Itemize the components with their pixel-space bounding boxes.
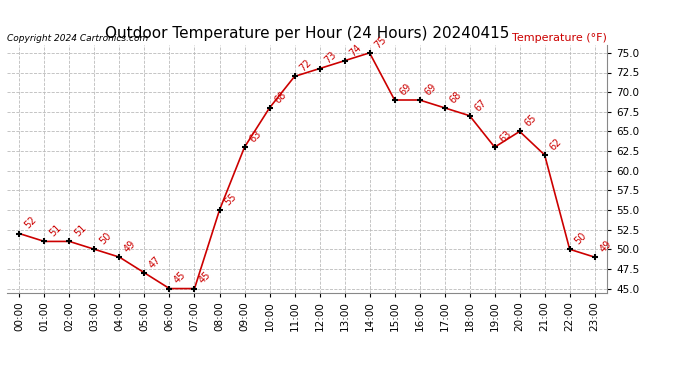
Text: Temperature (°F): Temperature (°F) [512,33,607,42]
Text: 45: 45 [172,270,188,286]
Text: 72: 72 [297,58,313,74]
Text: 47: 47 [147,254,163,270]
Text: 67: 67 [473,97,489,113]
Text: 51: 51 [72,223,88,238]
Text: 50: 50 [573,231,589,246]
Text: 51: 51 [47,223,63,238]
Text: 63: 63 [497,129,513,144]
Text: 55: 55 [222,191,238,207]
Text: 50: 50 [97,231,113,246]
Text: 73: 73 [322,50,338,66]
Text: 65: 65 [522,113,538,129]
Text: 52: 52 [22,215,38,231]
Text: 63: 63 [247,129,263,144]
Text: 74: 74 [347,42,363,58]
Text: Copyright 2024 Cartronics.com: Copyright 2024 Cartronics.com [7,33,148,42]
Text: 62: 62 [547,136,563,152]
Text: 45: 45 [197,270,213,286]
Text: 69: 69 [397,81,413,97]
Text: 49: 49 [598,238,613,254]
Text: 49: 49 [122,238,138,254]
Text: 69: 69 [422,81,438,97]
Text: 75: 75 [373,34,388,50]
Title: Outdoor Temperature per Hour (24 Hours) 20240415: Outdoor Temperature per Hour (24 Hours) … [105,26,509,41]
Text: 68: 68 [447,89,463,105]
Text: 68: 68 [273,89,288,105]
